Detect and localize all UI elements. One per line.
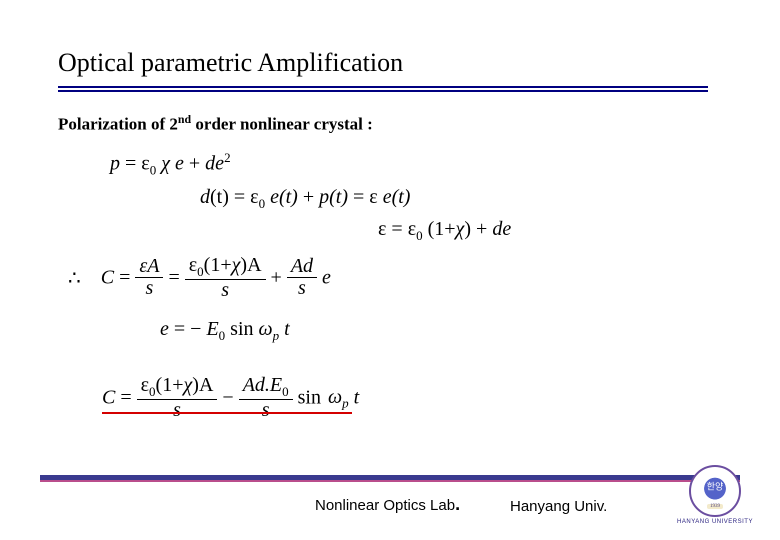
logo-university-name: HANYANG UNIVERSITY <box>670 519 760 525</box>
title-underline <box>58 86 708 92</box>
eq5-w: ω <box>259 318 273 340</box>
eq4-f1n: εA <box>139 255 159 277</box>
logo-year: 1939 <box>707 504 723 509</box>
equation-6-underline <box>102 412 352 414</box>
eq2-eps0sub: 0 <box>259 196 266 211</box>
eq5-wsub: p <box>273 328 280 343</box>
eq6-eq: = <box>120 386 131 408</box>
eq4-plus: + <box>271 266 282 288</box>
eq4-frac2: ε0(1+χ)A s <box>185 255 266 301</box>
eq4-f2n-pre: ε <box>189 254 197 276</box>
eq4-f3d: s <box>298 277 306 299</box>
eq2-t: (t) <box>210 186 229 208</box>
footer-bar <box>40 475 740 485</box>
eq1-e: e <box>175 153 184 175</box>
eq3-e: e <box>502 218 511 240</box>
eq3-eps0sub: 0 <box>416 228 423 243</box>
eq6-sin: sin <box>298 386 321 408</box>
equation-2: d(t) = ε0 e(t) + p(t) = ε e(t) <box>200 186 410 212</box>
eq5-eq: = <box>174 318 185 340</box>
eq4-frac1: εA s <box>135 256 163 299</box>
equation-3: ε = ε0 (1+χ) + de <box>378 218 511 244</box>
eq6-f1n-post: )A <box>192 374 213 396</box>
eq2-eq2: = <box>353 186 364 208</box>
equation-4: ∴ C = εA s = ε0(1+χ)A s + Ad s e <box>68 255 331 301</box>
university-logo: 한양 1939 HANYANG UNIVERSITY <box>670 465 760 530</box>
footer-lab: Nonlinear Optics Lab. <box>315 494 460 515</box>
subtitle: Polarization of 2nd order nonlinear crys… <box>58 112 373 135</box>
eq6-f2n-sub: 0 <box>282 384 289 399</box>
eq2-eps0: ε <box>250 186 258 208</box>
eq2-et2: e(t) <box>383 186 411 208</box>
eq5-neg: − <box>190 318 201 340</box>
eq6-f1n-pre: ε <box>141 374 149 396</box>
eq2-pt: p(t) <box>319 186 348 208</box>
eq5-sin: sin <box>230 318 253 340</box>
eq1-eq: = <box>125 153 136 175</box>
slide-title: Optical parametric Amplification <box>58 48 403 78</box>
eq3-plus: + <box>476 218 487 240</box>
eq5-E0: E <box>206 318 218 340</box>
eq4-f2n-post: )A <box>240 254 261 276</box>
eq6-f2n-pre: Ad.E <box>243 374 282 396</box>
eq4-eq: = <box>119 266 130 288</box>
eq3-close: ) <box>464 218 471 240</box>
eq4-therefore: ∴ <box>68 267 81 289</box>
eq3-eps: ε <box>378 218 386 240</box>
eq1-plus: + <box>189 153 200 175</box>
eq1-e2: e <box>215 153 224 175</box>
eq3-d: d <box>492 218 502 240</box>
footer-bar-bottom <box>40 480 740 482</box>
eq4-eq2: = <box>168 266 179 288</box>
eq6-minus: − <box>222 386 233 408</box>
eq4-C: C <box>101 266 114 288</box>
eq3-eps0: ε <box>408 218 416 240</box>
eq5-e: e <box>160 318 169 340</box>
eq5-E0sub: 0 <box>219 328 226 343</box>
eq4-frac3: Ad s <box>287 256 317 299</box>
equation-1: p = ε0 χ e + de2 <box>110 150 231 179</box>
eq3-open: (1+ <box>428 218 456 240</box>
eq3-eq: = <box>391 218 402 240</box>
eq6-C: C <box>102 386 115 408</box>
eq2-eq: = <box>234 186 245 208</box>
subtitle-pre: Polarization of 2 <box>58 115 178 134</box>
eq1-p: p <box>110 153 120 175</box>
eq1-sq: 2 <box>224 150 231 165</box>
eq2-et: e(t) <box>270 186 298 208</box>
eq1-d: d <box>205 153 215 175</box>
footer-lab-text: Nonlinear Optics Lab <box>315 497 455 514</box>
eq6-f2d: s <box>262 399 270 421</box>
subtitle-post: order nonlinear crystal : <box>191 115 373 134</box>
eq1-eps0sub: 0 <box>150 163 157 178</box>
footer-univ: Hanyang Univ. <box>510 498 607 515</box>
logo-seal-icon: 한양 1939 <box>689 465 741 517</box>
eq2-plus: + <box>303 186 314 208</box>
eq1-chi: χ <box>161 153 170 175</box>
eq6-w: ω <box>328 386 342 408</box>
equation-5: e = − E0 sin ωp t <box>160 318 290 344</box>
eq6-f1d: s <box>173 399 181 421</box>
eq6-f1n-mid: (1+ <box>156 374 184 396</box>
eq6-t: t <box>354 386 360 408</box>
eq2-eps: ε <box>369 186 377 208</box>
eq1-eps0: ε <box>141 153 149 175</box>
eq4-f1d: s <box>146 277 154 299</box>
eq4-f3n: Ad <box>291 255 313 277</box>
eq2-d: d <box>200 186 210 208</box>
eq6-wsub: p <box>342 395 349 410</box>
eq4-f2d: s <box>221 279 229 301</box>
eq4-tail: e <box>322 266 331 288</box>
eq6-f1n-chi: χ <box>183 374 192 396</box>
eq4-f2n-mid: (1+ <box>204 254 232 276</box>
subtitle-sup: nd <box>178 112 191 126</box>
logo-inner-text: 한양 <box>707 480 724 493</box>
eq5-t: t <box>284 318 290 340</box>
footer-lab-dot: . <box>455 494 460 514</box>
